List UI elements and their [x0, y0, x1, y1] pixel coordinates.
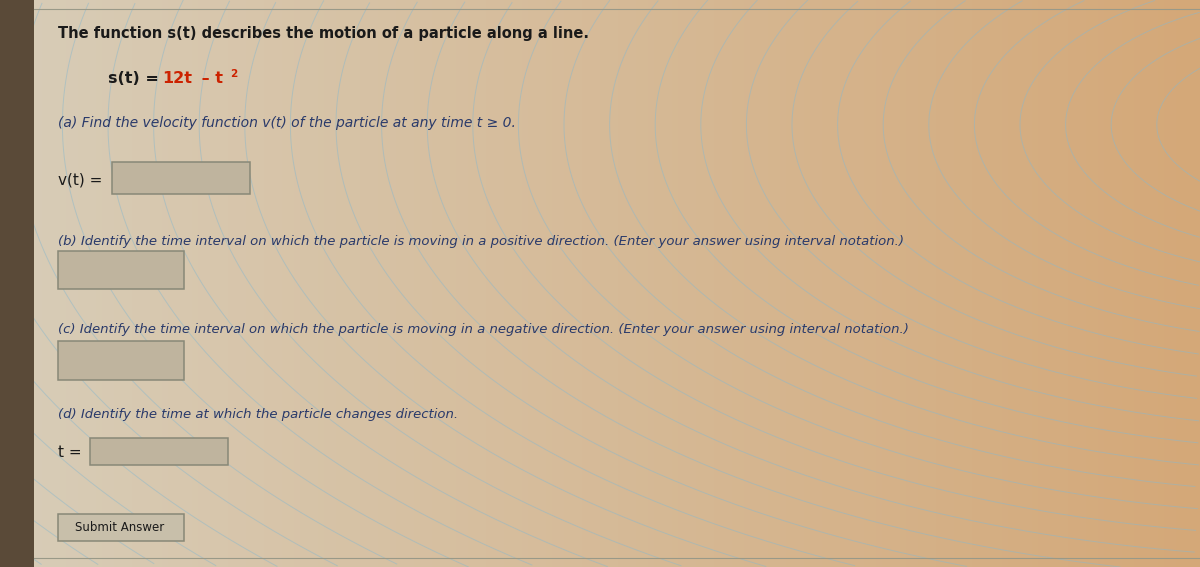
Text: v(t) =: v(t) = [58, 173, 102, 188]
FancyBboxPatch shape [58, 514, 184, 541]
FancyBboxPatch shape [58, 341, 184, 380]
Text: (a) Find the velocity function v(t) of the particle at any time t ≥ 0.: (a) Find the velocity function v(t) of t… [58, 116, 516, 130]
FancyBboxPatch shape [0, 0, 34, 567]
FancyBboxPatch shape [58, 251, 184, 289]
FancyBboxPatch shape [90, 438, 228, 465]
FancyBboxPatch shape [112, 162, 250, 194]
Text: 2: 2 [230, 69, 238, 79]
Text: s(t) =: s(t) = [108, 71, 164, 86]
Text: – t: – t [196, 71, 223, 86]
Text: (c) Identify the time interval on which the particle is moving in a negative dir: (c) Identify the time interval on which … [58, 323, 908, 336]
Text: (d) Identify the time at which the particle changes direction.: (d) Identify the time at which the parti… [58, 408, 457, 421]
Text: The function s(t) describes the motion of a particle along a line.: The function s(t) describes the motion o… [58, 26, 589, 40]
Text: t =: t = [58, 445, 82, 460]
Text: Submit Answer: Submit Answer [76, 522, 164, 534]
Text: (b) Identify the time interval on which the particle is moving in a positive dir: (b) Identify the time interval on which … [58, 235, 904, 248]
Text: 12t: 12t [162, 71, 192, 86]
